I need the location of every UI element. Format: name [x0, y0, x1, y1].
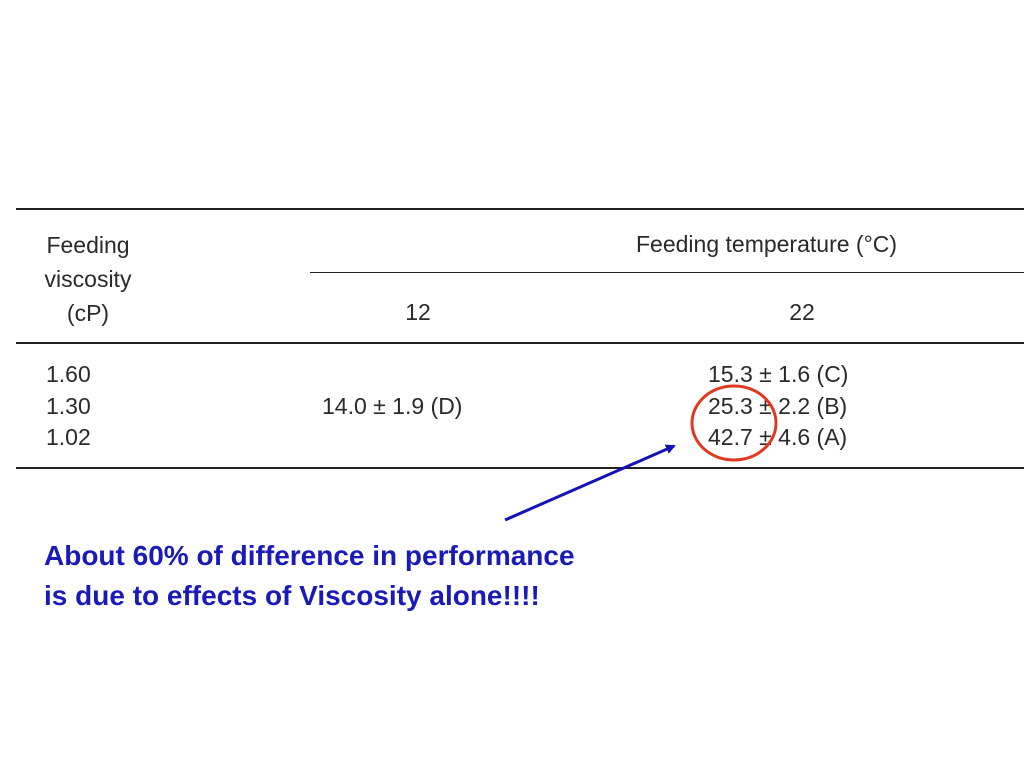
viscosity-cell-2: 1.30	[46, 393, 91, 419]
table-top-rule	[16, 208, 1024, 210]
table-header-rule	[16, 342, 1024, 344]
table-bottom-rule	[16, 467, 1024, 469]
annotation-line-1: About 60% of difference in performance	[44, 540, 575, 571]
row-header-label: Feeding viscosity (cP)	[18, 228, 158, 330]
row-header-line-2: viscosity	[44, 266, 132, 292]
group-header-label: Feeding temperature (°C)	[636, 231, 898, 257]
pointer-arrow	[504, 444, 676, 522]
row-header-line-1: Feeding	[46, 232, 130, 258]
column-header-12: 12	[405, 299, 431, 325]
table-group-rule	[310, 272, 1024, 273]
value-22-cell-2: 25.3 ± 2.2 (B)	[708, 393, 848, 419]
annotation-line-2: is due to effects of Viscosity alone!!!!	[44, 580, 540, 611]
viscosity-cell-3: 1.02	[46, 424, 91, 450]
value-22-cell-1: 15.3 ± 1.6 (C)	[708, 361, 849, 387]
value-22-cell-3: 42.7 ± 4.6 (A)	[708, 424, 848, 450]
value-12-cell: 14.0 ± 1.9 (D)	[322, 393, 463, 419]
highlight-circle	[690, 384, 778, 462]
column-header-22: 22	[789, 299, 815, 325]
row-header-line-3: (cP)	[66, 300, 110, 326]
viscosity-cell-1: 1.60	[46, 361, 91, 387]
annotation-text: About 60% of difference in performance i…	[44, 536, 744, 616]
